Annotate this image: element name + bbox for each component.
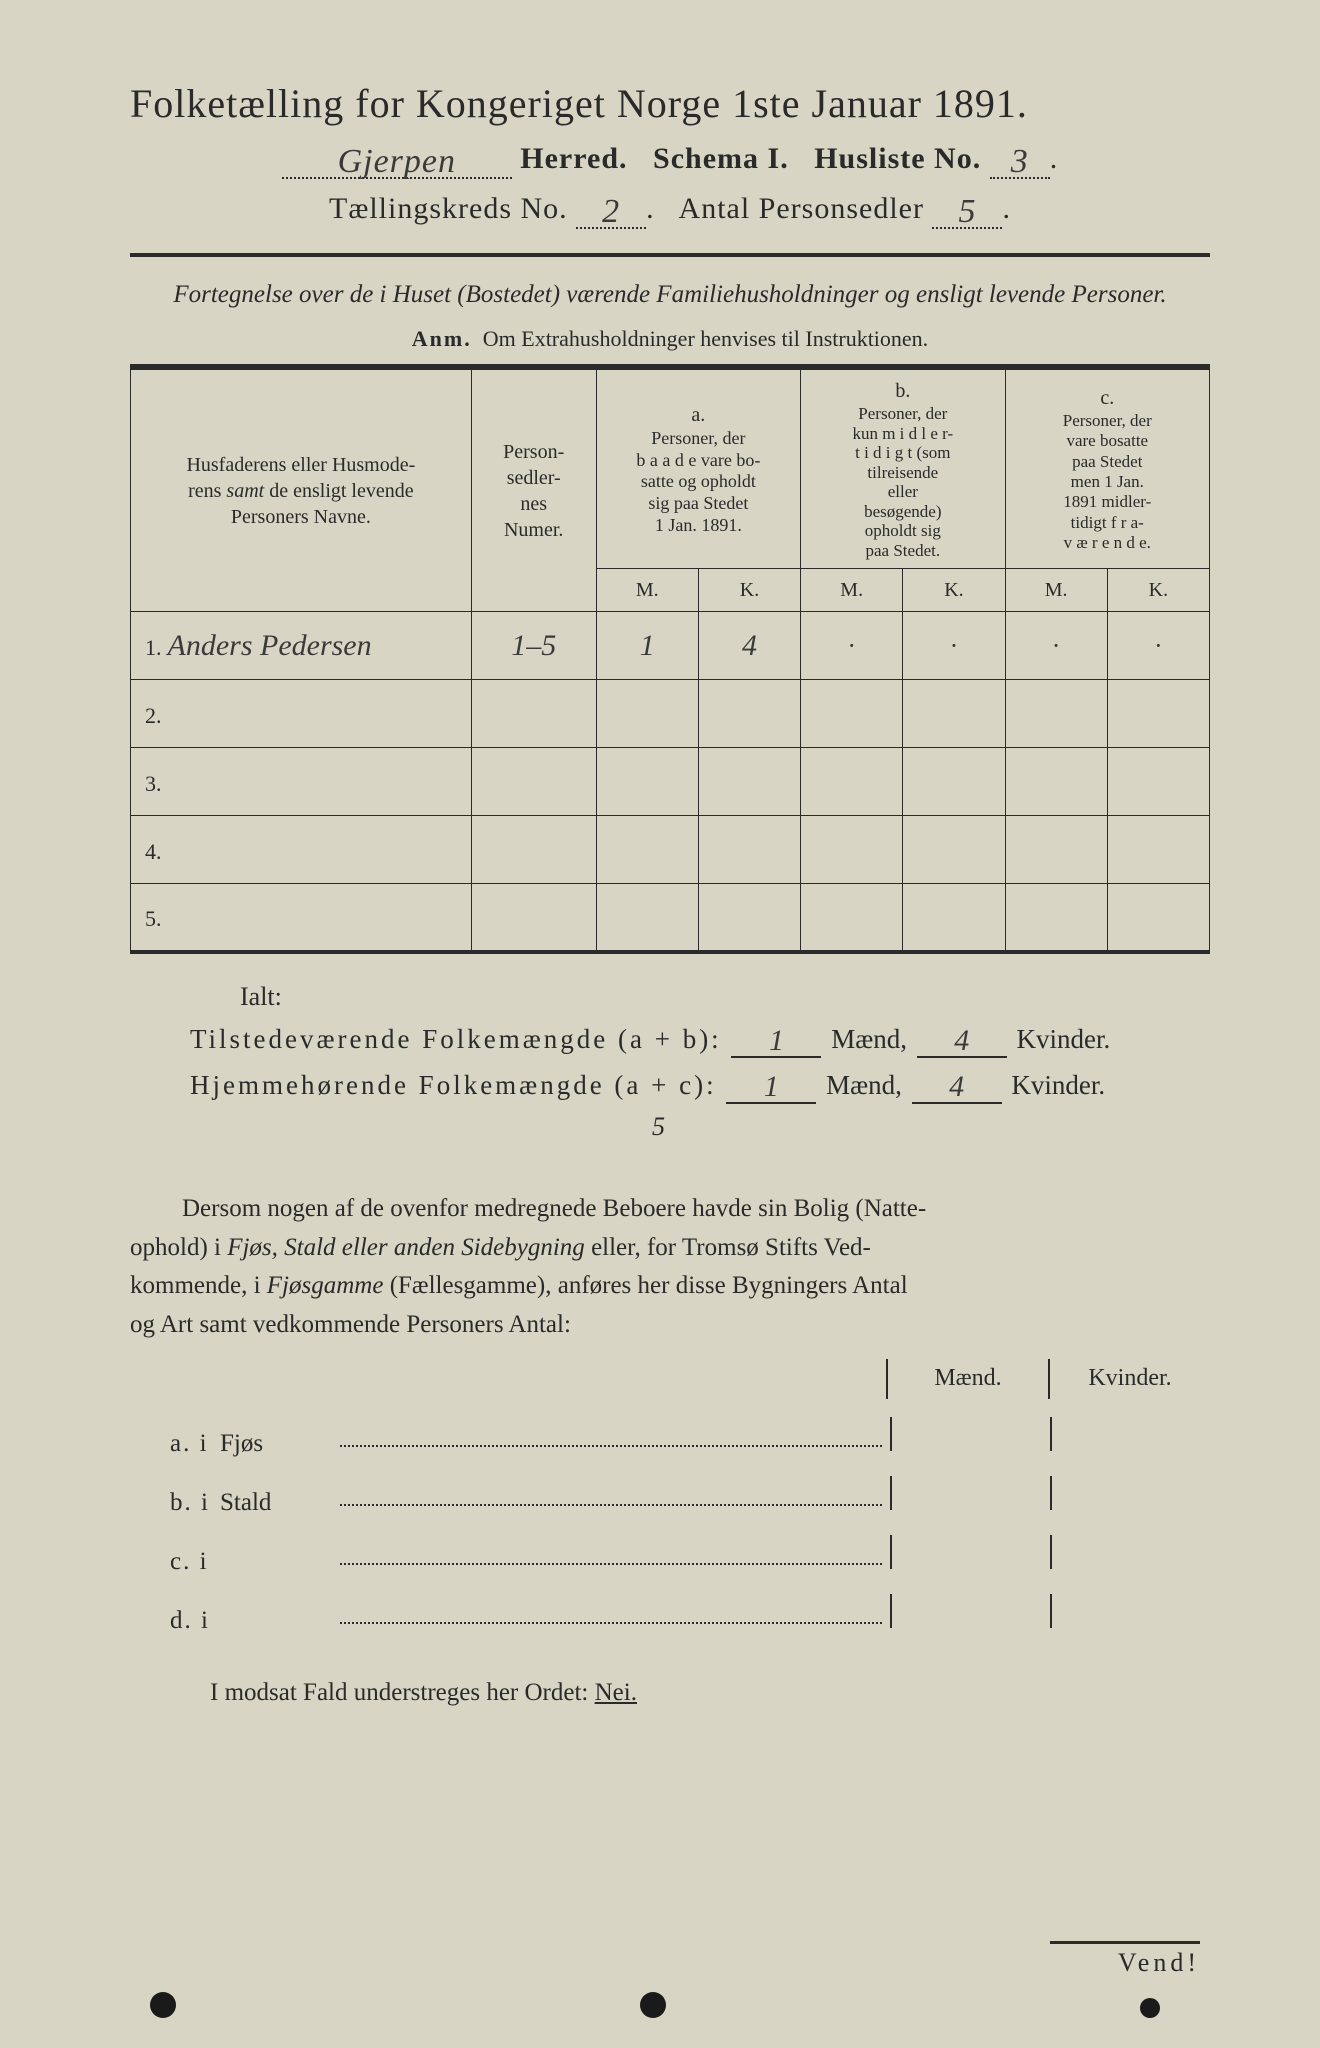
col-b-k: K. bbox=[903, 569, 1005, 612]
table-row: 2. bbox=[131, 680, 1210, 748]
hjemme-line: Hjemmehørende Folkemængde (a + c): 1 Mæn… bbox=[190, 1068, 1210, 1104]
ialt-label: Ialt: bbox=[240, 982, 1210, 1012]
vend-label: Vend! bbox=[1050, 1941, 1200, 1978]
table-row: 3. bbox=[131, 748, 1210, 816]
col-a: a. Personer, derb a a d e vare bo-satte … bbox=[596, 368, 800, 569]
punch-hole-icon bbox=[1140, 1998, 1160, 2018]
col-a-k: K. bbox=[698, 569, 800, 612]
tilstede-line: Tilstedeværende Folkemængde (a + b): 1 M… bbox=[190, 1022, 1210, 1058]
sub-five: 5 bbox=[652, 1112, 1210, 1142]
mk-maend: Mænd. bbox=[888, 1359, 1048, 1399]
punch-hole-icon bbox=[640, 1992, 666, 2018]
nei-word: Nei. bbox=[595, 1679, 637, 1706]
husliste-no: 3 bbox=[1011, 143, 1029, 180]
col-c-m: M. bbox=[1005, 569, 1107, 612]
paragraph: Dersom nogen af de ovenfor medregnede Be… bbox=[130, 1190, 1210, 1345]
punch-hole-icon bbox=[150, 1992, 176, 2018]
divider bbox=[130, 253, 1210, 257]
abcd-row: b. iStald bbox=[130, 1476, 1210, 1517]
abcd-row: c. i bbox=[130, 1535, 1210, 1576]
herred-value: Gjerpen bbox=[338, 143, 456, 180]
col-c-k: K. bbox=[1107, 569, 1209, 612]
tilstede-k: 4 bbox=[954, 1024, 969, 1057]
modsat-line: I modsat Fald understreges her Ordet: Ne… bbox=[130, 1679, 1210, 1707]
tilstede-m: 1 bbox=[769, 1024, 784, 1057]
anm-text: Om Extrahusholdninger henvises til Instr… bbox=[483, 326, 928, 351]
herred-label: Herred. bbox=[520, 142, 627, 175]
subtitle: Fortegnelse over de i Huset (Bostedet) v… bbox=[130, 277, 1210, 312]
hjemme-m: 1 bbox=[764, 1070, 779, 1103]
col-a-m: M. bbox=[596, 569, 698, 612]
census-form: Folketælling for Kongeriget Norge 1ste J… bbox=[0, 0, 1320, 1767]
abcd-row: a. iFjøs bbox=[130, 1417, 1210, 1458]
col-b-m: M. bbox=[801, 569, 903, 612]
anm-label: Anm. bbox=[412, 326, 472, 351]
anm-line: Anm. Om Extrahusholdninger henvises til … bbox=[130, 326, 1210, 352]
husliste-label: Husliste No. bbox=[814, 142, 981, 175]
antal-label: Antal Personsedler bbox=[679, 192, 924, 225]
page-title: Folketælling for Kongeriget Norge 1ste J… bbox=[130, 80, 1210, 127]
mk-subtable: Mænd. Kvinder. a. iFjøs b. iStald c. i d. i bbox=[130, 1359, 1210, 1635]
table-row: 5. bbox=[131, 884, 1210, 952]
household-table: Husfaderens eller Husmode-rens samt de e… bbox=[130, 366, 1210, 954]
col-c: c. Personer, dervare bosattepaa Stedetme… bbox=[1005, 368, 1209, 569]
table-row: 1.Anders Pedersen1–514···· bbox=[131, 612, 1210, 680]
abcd-row: d. i bbox=[130, 1594, 1210, 1635]
schema-label: Schema I. bbox=[653, 142, 789, 175]
antal-value: 5 bbox=[958, 193, 976, 230]
header-line-kreds: Tællingskreds No. 2. Antal Personsedler … bbox=[130, 189, 1210, 229]
col-b: b. Personer, derkun m i d l e r-t i d i … bbox=[801, 368, 1005, 569]
header-line-herred: Gjerpen Herred. Schema I. Husliste No. 3… bbox=[130, 139, 1210, 179]
table-row: 4. bbox=[131, 816, 1210, 884]
kreds-label: Tællingskreds No. bbox=[329, 192, 568, 225]
hjemme-k: 4 bbox=[949, 1070, 964, 1103]
col-numer: Person-sedler-nesNumer. bbox=[471, 368, 596, 612]
mk-kvinder: Kvinder. bbox=[1050, 1359, 1210, 1399]
kreds-no: 2 bbox=[602, 193, 620, 230]
col-names: Husfaderens eller Husmode-rens samt de e… bbox=[131, 368, 472, 612]
